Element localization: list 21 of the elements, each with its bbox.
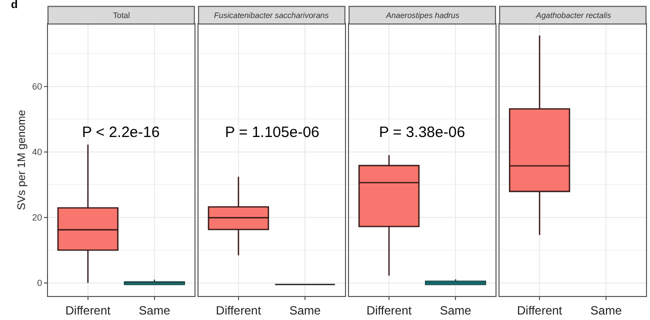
y-tick-label: 20 [32,212,42,222]
x-tick-label: Same [590,303,622,318]
chart-title: Agathobacter rectalis [535,11,612,20]
y-tick-label: 40 [32,146,42,157]
x-tick-label: Same [440,303,472,318]
annotation: P < 2.2e-16 [82,124,160,141]
chart-title: Anaerostipes hadrus [385,11,460,20]
x-tick-label: Different [65,303,112,318]
y-tick-label: 0 [37,278,42,288]
x-tick-label: Same [138,303,170,318]
x-tick-label: Different [216,303,262,318]
y-tick-label: 60 [32,81,42,92]
x-tick-label: Same [289,303,321,318]
x-tick-label: Different [366,303,412,318]
annotation: P = 3.38e-06 [379,124,466,141]
annotation: P = 1.105e-06 [225,124,320,141]
chart-title: Total [113,11,130,20]
y-axis-title: SVs per 1M genome [16,110,28,210]
text: d [11,0,18,11]
chart-title: Fusicatenibacter saccharivorans [214,11,329,20]
x-tick-label: Different [516,303,563,318]
